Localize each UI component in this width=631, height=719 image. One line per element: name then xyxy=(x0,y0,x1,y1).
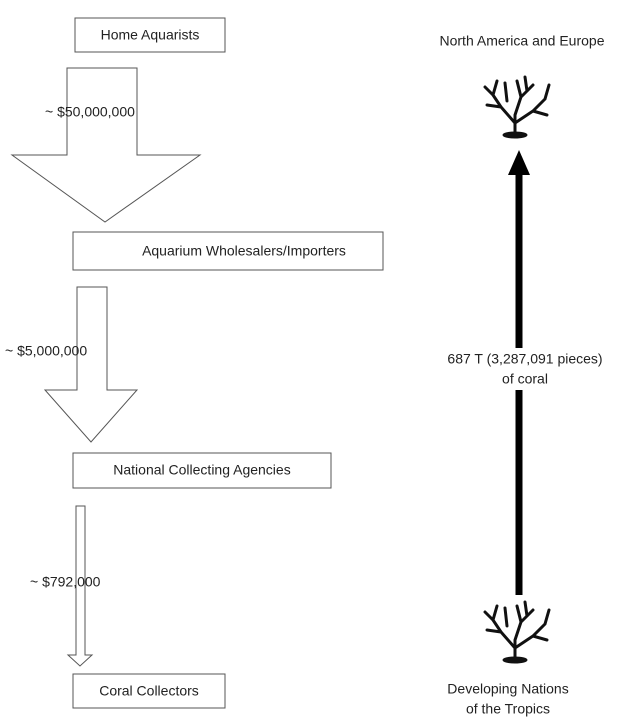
flow-arrow xyxy=(10,67,202,223)
flow-amount: ~ $792,000 xyxy=(30,574,101,590)
node-label: National Collecting Agencies xyxy=(113,462,290,478)
node-box xyxy=(72,452,332,489)
node-label: Home Aquarists xyxy=(101,27,200,43)
node-box xyxy=(72,673,226,709)
destination-label: North America and Europe xyxy=(440,33,605,49)
flow-amount: ~ $5,000,000 xyxy=(5,343,87,359)
trade-label: 687 T (3,287,091 pieces) xyxy=(447,351,602,367)
node-label: Aquarium Wholesalers/Importers xyxy=(142,243,346,259)
coral-icon xyxy=(483,600,551,664)
label-bg xyxy=(410,348,630,390)
node-label: Coral Collectors xyxy=(99,683,199,699)
trade-label: of coral xyxy=(502,371,548,387)
flow-arrow xyxy=(66,505,94,667)
coral-icon xyxy=(483,75,551,139)
node-box xyxy=(74,17,226,53)
node-box xyxy=(72,231,384,271)
flow-amount: ~ $50,000,000 xyxy=(45,104,135,120)
origin-label: of the Tropics xyxy=(466,701,550,717)
flow-arrow xyxy=(43,286,139,443)
origin-label: Developing Nations xyxy=(447,681,568,697)
trade-arrow-head xyxy=(508,150,530,175)
